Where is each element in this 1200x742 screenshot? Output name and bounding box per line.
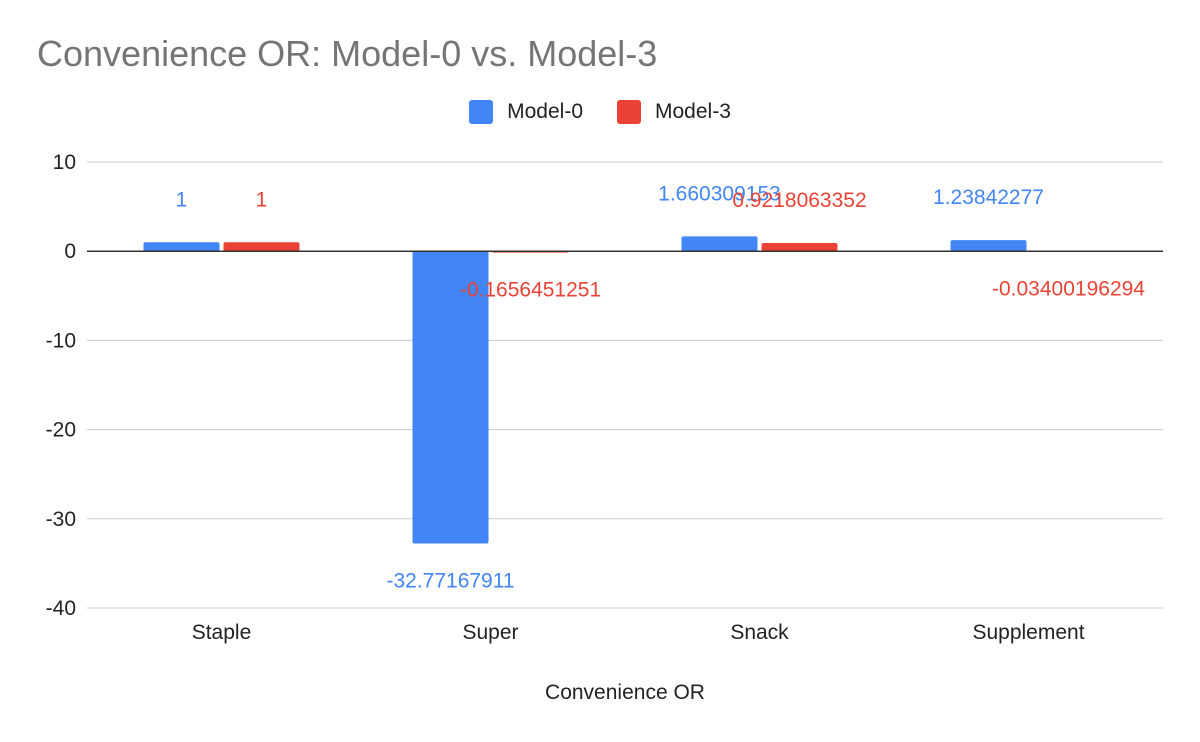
y-tick-label: 10 xyxy=(53,151,76,174)
bar-model-3-snack xyxy=(761,242,838,252)
y-tick-label: -20 xyxy=(46,419,76,442)
x-tick-label: Supplement xyxy=(972,621,1084,644)
data-label: 1.660309153 xyxy=(658,182,781,205)
legend-swatch-model-3 xyxy=(617,100,641,124)
chart-title: Convenience OR: Model-0 vs. Model-3 xyxy=(37,33,658,74)
legend-item-model-3[interactable]: Model-3 xyxy=(617,100,731,124)
y-tick-label: -10 xyxy=(46,329,76,352)
data-label: 0.9218063352 xyxy=(732,189,866,212)
data-label: -0.1656451251 xyxy=(460,279,601,302)
data-label: 1.23842277 xyxy=(933,186,1044,209)
x-tick-label: Staple xyxy=(192,621,252,644)
y-tick-label: -40 xyxy=(46,597,76,620)
legend-label-model-0: Model-0 xyxy=(507,100,583,123)
bar-model-0-super xyxy=(412,251,489,544)
x-axis-title: Convenience OR xyxy=(545,681,705,704)
y-tick-label: 0 xyxy=(64,240,76,263)
x-tick-label: Snack xyxy=(730,621,789,644)
data-label: 1 xyxy=(256,188,268,211)
bar-model-0-supplement xyxy=(950,240,1027,252)
legend: Model-0 Model-3 xyxy=(0,100,1200,124)
bar-model-0-snack xyxy=(681,236,758,252)
data-label: -0.03400196294 xyxy=(992,278,1145,301)
legend-label-model-3: Model-3 xyxy=(655,100,731,123)
legend-swatch-model-0 xyxy=(469,100,494,124)
bar-model-3-staple xyxy=(223,242,300,252)
bar-model-0-staple xyxy=(143,242,220,252)
x-tick-label: Super xyxy=(462,621,518,644)
data-label: -32.77167911 xyxy=(386,570,514,593)
legend-item-model-0[interactable]: Model-0 xyxy=(469,100,583,124)
data-label: 1 xyxy=(176,188,188,211)
y-tick-label: -30 xyxy=(46,508,76,531)
